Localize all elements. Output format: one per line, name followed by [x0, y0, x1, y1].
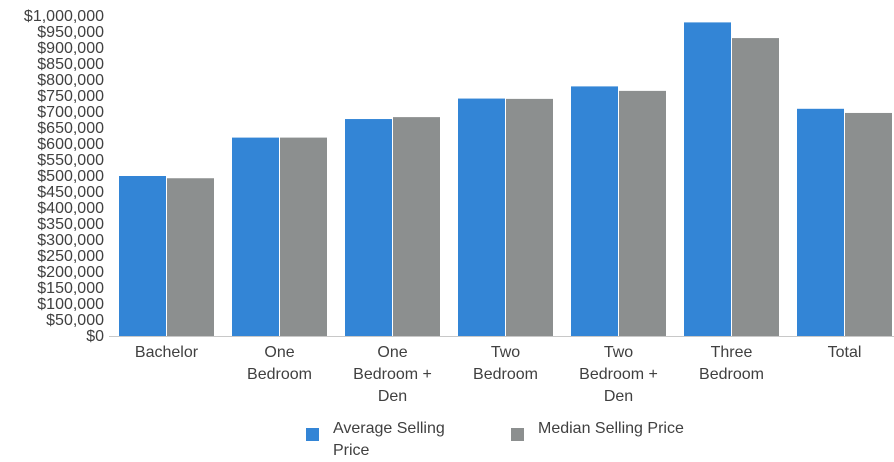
- y-tick-label: $900,000: [37, 40, 104, 57]
- y-axis: $0$50,000$100,000$150,000$200,000$250,00…: [24, 8, 104, 345]
- bar-median: [845, 112, 892, 337]
- x-tick-label: Two Bedroom + Den: [579, 344, 658, 405]
- legend: Average Selling Price Median Selling Pri…: [306, 418, 726, 460]
- x-tick-label: One Bedroom: [247, 344, 312, 383]
- y-tick-label: $750,000: [37, 88, 104, 105]
- legend-swatch-average: [306, 428, 319, 441]
- bar-average: [684, 22, 731, 337]
- y-tick-label: $1,000,000: [24, 8, 104, 25]
- bars: [119, 22, 892, 337]
- y-tick-label: $300,000: [37, 232, 104, 249]
- bar-median: [393, 117, 440, 337]
- bar-median: [280, 137, 327, 336]
- y-tick-label: $0: [86, 328, 104, 345]
- y-tick-label: $950,000: [37, 24, 104, 41]
- bar-average: [232, 137, 279, 336]
- y-tick-label: $700,000: [37, 104, 104, 121]
- y-tick-label: $100,000: [37, 296, 104, 313]
- x-tick-label: Three Bedroom: [699, 344, 764, 383]
- x-tick-label: One Bedroom + Den: [353, 344, 432, 405]
- bar-average: [119, 176, 166, 336]
- y-tick-label: $350,000: [37, 216, 104, 233]
- bar-median: [167, 178, 214, 336]
- y-tick-label: $250,000: [37, 248, 104, 265]
- bar-average: [345, 119, 392, 336]
- y-tick-label: $400,000: [37, 200, 104, 217]
- x-tick-label: Total: [828, 344, 862, 361]
- x-tick-label: Bachelor: [135, 344, 199, 361]
- y-tick-label: $550,000: [37, 152, 104, 169]
- legend-label-average: Average Selling Price: [333, 420, 445, 459]
- bar-average: [797, 108, 844, 336]
- y-tick-label: $450,000: [37, 184, 104, 201]
- y-tick-label: $800,000: [37, 72, 104, 89]
- y-tick-label: $500,000: [37, 168, 104, 185]
- y-tick-label: $200,000: [37, 264, 104, 281]
- x-tick-label: Two Bedroom: [473, 344, 538, 383]
- y-tick-label: $850,000: [37, 56, 104, 73]
- bar-median: [506, 98, 553, 336]
- y-tick-label: $650,000: [37, 120, 104, 137]
- legend-label-median: Median Selling Price: [538, 420, 684, 437]
- bar-median: [732, 38, 779, 337]
- y-tick-label: $600,000: [37, 136, 104, 153]
- legend-swatch-median: [511, 428, 524, 441]
- bar-average: [571, 86, 618, 337]
- x-axis: Bachelor One Bedroom One Bedroom + Den Two Bedr…: [109, 336, 894, 405]
- y-tick-label: $150,000: [37, 280, 104, 297]
- y-tick-label: $50,000: [46, 312, 104, 329]
- bar-average: [458, 98, 505, 336]
- bar-median: [619, 90, 666, 336]
